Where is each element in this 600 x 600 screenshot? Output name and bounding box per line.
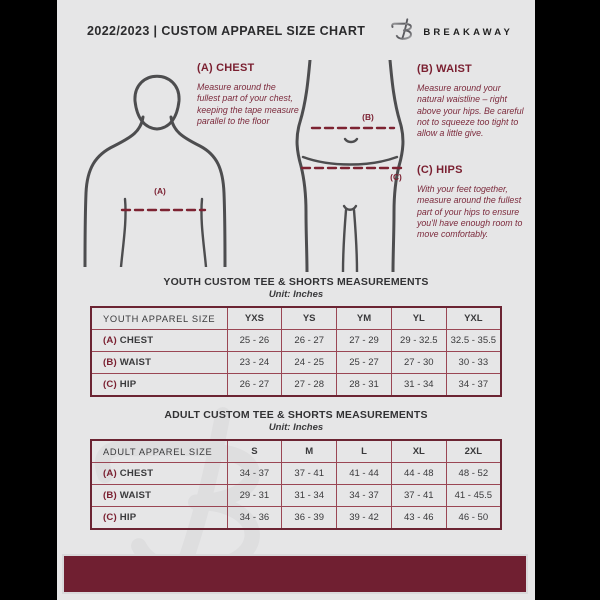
size-column-header: S xyxy=(226,439,283,463)
hip-marker-label: (C) xyxy=(390,172,402,182)
navel-mark xyxy=(343,137,359,144)
measurement-value-cell: 28 - 31 xyxy=(336,373,392,397)
youth-table-unit: Unit: Inches xyxy=(268,289,324,300)
row-prefix: (A) xyxy=(103,335,117,346)
measurement-value-cell: 34 - 36 xyxy=(226,506,283,530)
measurement-value-cell: 32.5 - 35.5 xyxy=(445,329,502,352)
measurement-value-cell: 24 - 25 xyxy=(281,351,338,374)
measurement-value-cell: 27 - 30 xyxy=(390,351,447,374)
measurement-value-cell: 37 - 41 xyxy=(390,484,447,507)
measurement-value-cell: 26 - 27 xyxy=(281,329,338,352)
breakaway-logo-icon xyxy=(390,16,417,48)
hips-heading: (C) HIPS xyxy=(417,164,463,176)
adult-table-title: ADULT CUSTOM TEE & SHORTS MEASUREMENTS xyxy=(164,409,428,421)
adult-size-table: ADULT APPAREL SIZE S M L XL 2XL (A) CHEST 34 - … xyxy=(90,439,502,530)
measurement-row: (B) WAIST 29 - 31 31 - 34 34 - 37 37 - 41 41 … xyxy=(90,484,502,507)
row-prefix: (B) xyxy=(103,490,117,501)
measurement-value-cell: 25 - 26 xyxy=(226,329,283,352)
measurement-label-cell: (A) CHEST xyxy=(90,329,228,352)
apparel-size-header-cell: ADULT APPAREL SIZE xyxy=(90,439,228,463)
waist-hip-measure-figure xyxy=(295,60,405,272)
chest-instructions: Measure around the fullest part of your … xyxy=(197,82,299,126)
chest-heading: (A) CHEST xyxy=(197,62,255,74)
size-column-header: YM xyxy=(336,306,392,330)
measurement-value-cell: 34 - 37 xyxy=(226,462,283,485)
youth-table-title: YOUTH CUSTOM TEE & SHORTS MEASUREMENTS xyxy=(163,276,429,288)
page-title: 2022/2023 | CUSTOM APPAREL SIZE CHART xyxy=(87,24,366,38)
row-prefix: (C) xyxy=(103,512,117,523)
measurement-label-cell: (C) HIP xyxy=(90,506,228,530)
measurement-value-cell: 34 - 37 xyxy=(336,484,392,507)
measurement-row: (C) HIP 26 - 27 27 - 28 28 - 31 31 - 34 34 - … xyxy=(90,373,502,397)
size-column-header: YS xyxy=(281,306,338,330)
waist-instructions: Measure around your natural waistline – … xyxy=(417,83,524,139)
size-column-header: 2XL xyxy=(445,439,502,463)
adult-table-unit: Unit: Inches xyxy=(268,422,324,433)
measurement-label-cell: (A) CHEST xyxy=(90,462,228,485)
measurement-value-cell: 26 - 27 xyxy=(226,373,283,397)
measurement-value-cell: 34 - 37 xyxy=(445,373,502,397)
footer-accent-bar xyxy=(62,554,528,594)
size-column-header: YXL xyxy=(445,306,502,330)
youth-size-table: YOUTH APPAREL SIZE YXS YS YM YL YXL (A) CHEST 2… xyxy=(90,306,502,397)
size-column-header: M xyxy=(281,439,338,463)
measurement-value-cell: 25 - 27 xyxy=(336,351,392,374)
measurement-value-cell: 37 - 41 xyxy=(281,462,338,485)
apparel-size-header-cell: YOUTH APPAREL SIZE xyxy=(90,306,228,330)
measurement-value-cell: 27 - 29 xyxy=(336,329,392,352)
measurement-value-cell: 30 - 33 xyxy=(445,351,502,374)
size-column-header: YXS xyxy=(226,306,283,330)
measurement-value-cell: 41 - 44 xyxy=(336,462,392,485)
measurement-value-cell: 39 - 42 xyxy=(336,506,392,530)
measurement-value-cell: 36 - 39 xyxy=(281,506,338,530)
measurement-value-cell: 31 - 34 xyxy=(390,373,447,397)
measurement-row: (B) WAIST 23 - 24 24 - 25 25 - 27 27 - 30 30 … xyxy=(90,351,502,374)
hips-instructions: With your feet together, measure around … xyxy=(417,184,523,240)
measurement-row: (C) HIP 34 - 36 36 - 39 39 - 42 43 - 46 46 - … xyxy=(90,506,502,530)
size-chart-page: 2022/2023 | CUSTOM APPAREL SIZE CHART xyxy=(57,0,535,600)
measurement-value-cell: 48 - 52 xyxy=(445,462,502,485)
row-prefix: (A) xyxy=(103,468,117,479)
brand-lockup: BREAKAWAY xyxy=(390,16,513,48)
size-header-row: YOUTH APPAREL SIZE YXS YS YM YL YXL xyxy=(90,306,502,330)
measurement-label-cell: (C) HIP xyxy=(90,373,228,397)
measurement-value-cell: 27 - 28 xyxy=(281,373,338,397)
chest-marker-label: (A) xyxy=(154,186,166,196)
measurement-value-cell: 31 - 34 xyxy=(281,484,338,507)
chest-measure-figure xyxy=(83,74,227,267)
size-column-header: L xyxy=(336,439,392,463)
waist-marker-label: (B) xyxy=(362,112,374,122)
size-column-header: YL xyxy=(390,306,447,330)
measurement-value-cell: 23 - 24 xyxy=(226,351,283,374)
measurement-value-cell: 44 - 48 xyxy=(390,462,447,485)
measurement-label-cell: (B) WAIST xyxy=(90,351,228,374)
measurement-label-cell: (B) WAIST xyxy=(90,484,228,507)
row-prefix: (B) xyxy=(103,357,117,368)
size-header-row: ADULT APPAREL SIZE S M L XL 2XL xyxy=(90,439,502,463)
measurement-row: (A) CHEST 25 - 26 26 - 27 27 - 29 29 - 32.5 3… xyxy=(90,329,502,352)
measurement-value-cell: 29 - 32.5 xyxy=(390,329,447,352)
measurement-value-cell: 29 - 31 xyxy=(226,484,283,507)
row-prefix: (C) xyxy=(103,379,117,390)
measurement-value-cell: 41 - 45.5 xyxy=(445,484,502,507)
measurement-value-cell: 43 - 46 xyxy=(390,506,447,530)
adult-table-section: ADULT CUSTOM TEE & SHORTS MEASUREMENTS U… xyxy=(57,409,535,530)
measurement-tables: YOUTH CUSTOM TEE & SHORTS MEASUREMENTS U… xyxy=(57,276,535,530)
measurement-value-cell: 46 - 50 xyxy=(445,506,502,530)
size-column-header: XL xyxy=(390,439,447,463)
waist-heading: (B) WAIST xyxy=(417,63,472,75)
youth-table-section: YOUTH CUSTOM TEE & SHORTS MEASUREMENTS U… xyxy=(57,276,535,397)
measurement-row: (A) CHEST 34 - 37 37 - 41 41 - 44 44 - 48 48 … xyxy=(90,462,502,485)
brand-name: BREAKAWAY xyxy=(423,26,513,38)
